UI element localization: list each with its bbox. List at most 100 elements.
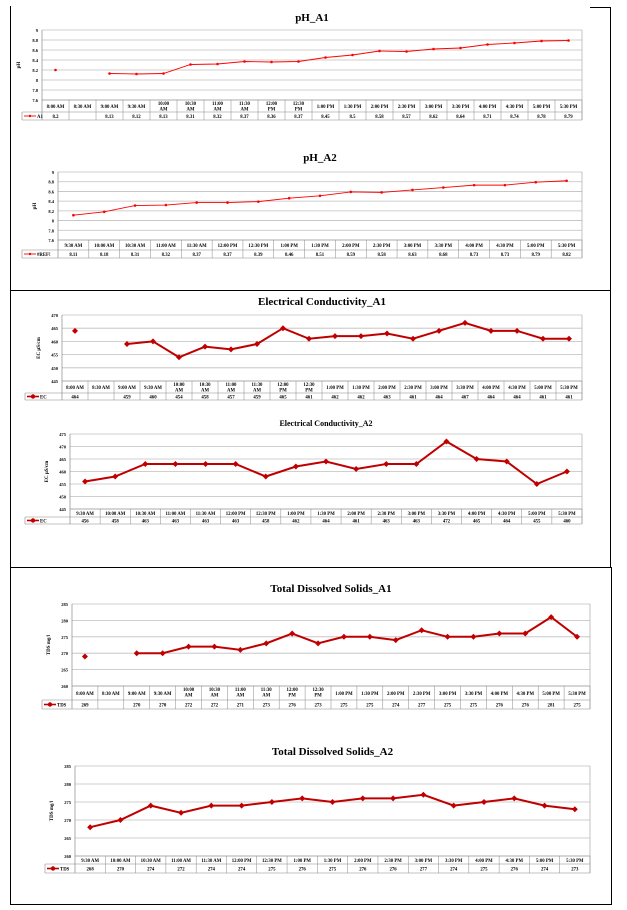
data-table-value: 275 [573, 704, 581, 709]
data-point [441, 186, 445, 189]
data-table-value: 459 [123, 396, 131, 401]
chart-3: Electrical Conductivity_A1 445 450 455 460 46… [24, 296, 583, 401]
x-tick-label: 9:30 AM [154, 692, 172, 697]
data-point [503, 183, 507, 187]
data-table-value: 457 [227, 396, 235, 401]
x-tick-label: 2:30 PM [398, 105, 416, 110]
data-point [332, 333, 338, 340]
y-tick-label: 260 [64, 854, 72, 859]
data-point [254, 341, 260, 348]
chart-4: Electrical Conductivity_A2 445 450 455 460 46… [24, 419, 583, 525]
data-point [513, 41, 516, 45]
y-tick-label: 260 [61, 684, 69, 689]
data-point [162, 72, 165, 75]
x-tick-label: 5:30 PM [560, 105, 578, 110]
data-table-value: 8.62 [429, 115, 438, 120]
data-point [268, 799, 275, 805]
data-point [470, 633, 477, 640]
data-point [270, 60, 273, 64]
legend-marker [30, 394, 36, 399]
x-tick-label: 3:30 PM [456, 386, 474, 391]
x-tick-label: 3:30 PM [435, 244, 453, 249]
x-tick-label: 2:00 PM [378, 386, 396, 391]
data-table-value: 277 [420, 868, 428, 873]
x-tick-label: 3:00 PM [415, 859, 433, 864]
data-table-value: 8.57 [402, 115, 411, 120]
data-point [133, 204, 137, 207]
data-point [287, 196, 291, 200]
y-tick-label: 460 [59, 470, 67, 475]
x-tick-label: 1:00 PM [287, 512, 305, 517]
y-tick-label: 465 [51, 326, 59, 331]
data-table-value: 271 [237, 704, 245, 709]
x-tick-label: 2:00 PM [354, 859, 372, 864]
data-point [511, 795, 518, 802]
series-line [136, 615, 578, 655]
data-point [574, 633, 581, 640]
chart-title: Electrical Conductivity_A2 [279, 419, 372, 428]
x-tick-label: 3:00 PM [425, 105, 443, 110]
data-table-value: 8.74 [510, 115, 519, 120]
data-point [413, 461, 420, 467]
data-point [533, 481, 540, 487]
data-table-value: 459 [253, 396, 261, 401]
data-point [383, 461, 390, 467]
data-table-value: 463 [383, 520, 391, 525]
data-table-value: 272 [185, 704, 193, 709]
x-tick-label: 1:00 PM [326, 386, 344, 391]
data-point [289, 630, 296, 637]
chart-1: pH_A1 7.6 7.8 8 8.2 8.4 8.6 8.8 9 pH 8:00 AM 8.2 8:3… [17, 12, 583, 121]
y-tick-label: 8.6 [32, 48, 38, 53]
y-tick-label: 275 [64, 800, 72, 805]
series-line [73, 180, 567, 216]
data-table-value: 8.73 [501, 253, 510, 258]
x-tick-label: 5:00 PM [536, 859, 554, 864]
data-point [263, 640, 270, 647]
data-point [432, 47, 435, 51]
data-point [228, 346, 234, 353]
data-table-value: 464 [71, 396, 79, 401]
data-point [133, 650, 140, 657]
x-tick-label: 12:30 PM [312, 688, 324, 699]
legend-label: A1 [37, 115, 43, 120]
data-point [292, 463, 299, 470]
data-point [392, 637, 399, 644]
data-table-value: 460 [149, 396, 157, 401]
y-tick-label: 8.4 [48, 199, 54, 204]
data-point [540, 335, 546, 342]
data-table-value: 464 [435, 396, 443, 401]
x-tick-label: 10:30 AM [209, 688, 221, 699]
x-tick-label: 8:00 AM [66, 386, 84, 391]
data-point [462, 319, 468, 326]
data-point [473, 456, 480, 462]
frame-bottom-line [10, 904, 612, 905]
x-tick-label: 9:00 AM [118, 386, 136, 391]
data-table-value: 467 [461, 396, 469, 401]
data-table-value: 461 [305, 396, 313, 401]
data-point [208, 802, 215, 809]
data-point [571, 806, 578, 813]
x-tick-label: 1:30 PM [352, 386, 370, 391]
chart-title: pH_A1 [295, 12, 329, 24]
data-point [72, 213, 75, 217]
data-table-value: 465 [473, 520, 481, 525]
data-point [54, 68, 57, 72]
data-point [410, 335, 416, 342]
data-table-value: 276 [359, 868, 367, 873]
x-tick-label: 3:00 PM [439, 692, 457, 697]
x-tick-label: 12:00 PM [232, 859, 252, 864]
data-point [480, 799, 487, 805]
x-tick-label: 2:00 PM [342, 244, 360, 249]
data-point [566, 335, 572, 342]
x-tick-label: 12:30 PM [262, 859, 282, 864]
data-table-value: 276 [496, 704, 504, 709]
data-point [522, 630, 529, 637]
data-point [503, 458, 510, 465]
data-table-value: 276 [389, 868, 397, 873]
data-point [496, 630, 503, 637]
y-tick-label: 470 [51, 313, 59, 318]
chart-5: Total Dissolved Solids_A1 260 265 270 275 280… [41, 583, 591, 710]
data-table-value: 8.18 [100, 253, 109, 258]
x-tick-label: 1:00 PM [317, 105, 335, 110]
x-tick-label: 10:00 AM [173, 383, 185, 394]
